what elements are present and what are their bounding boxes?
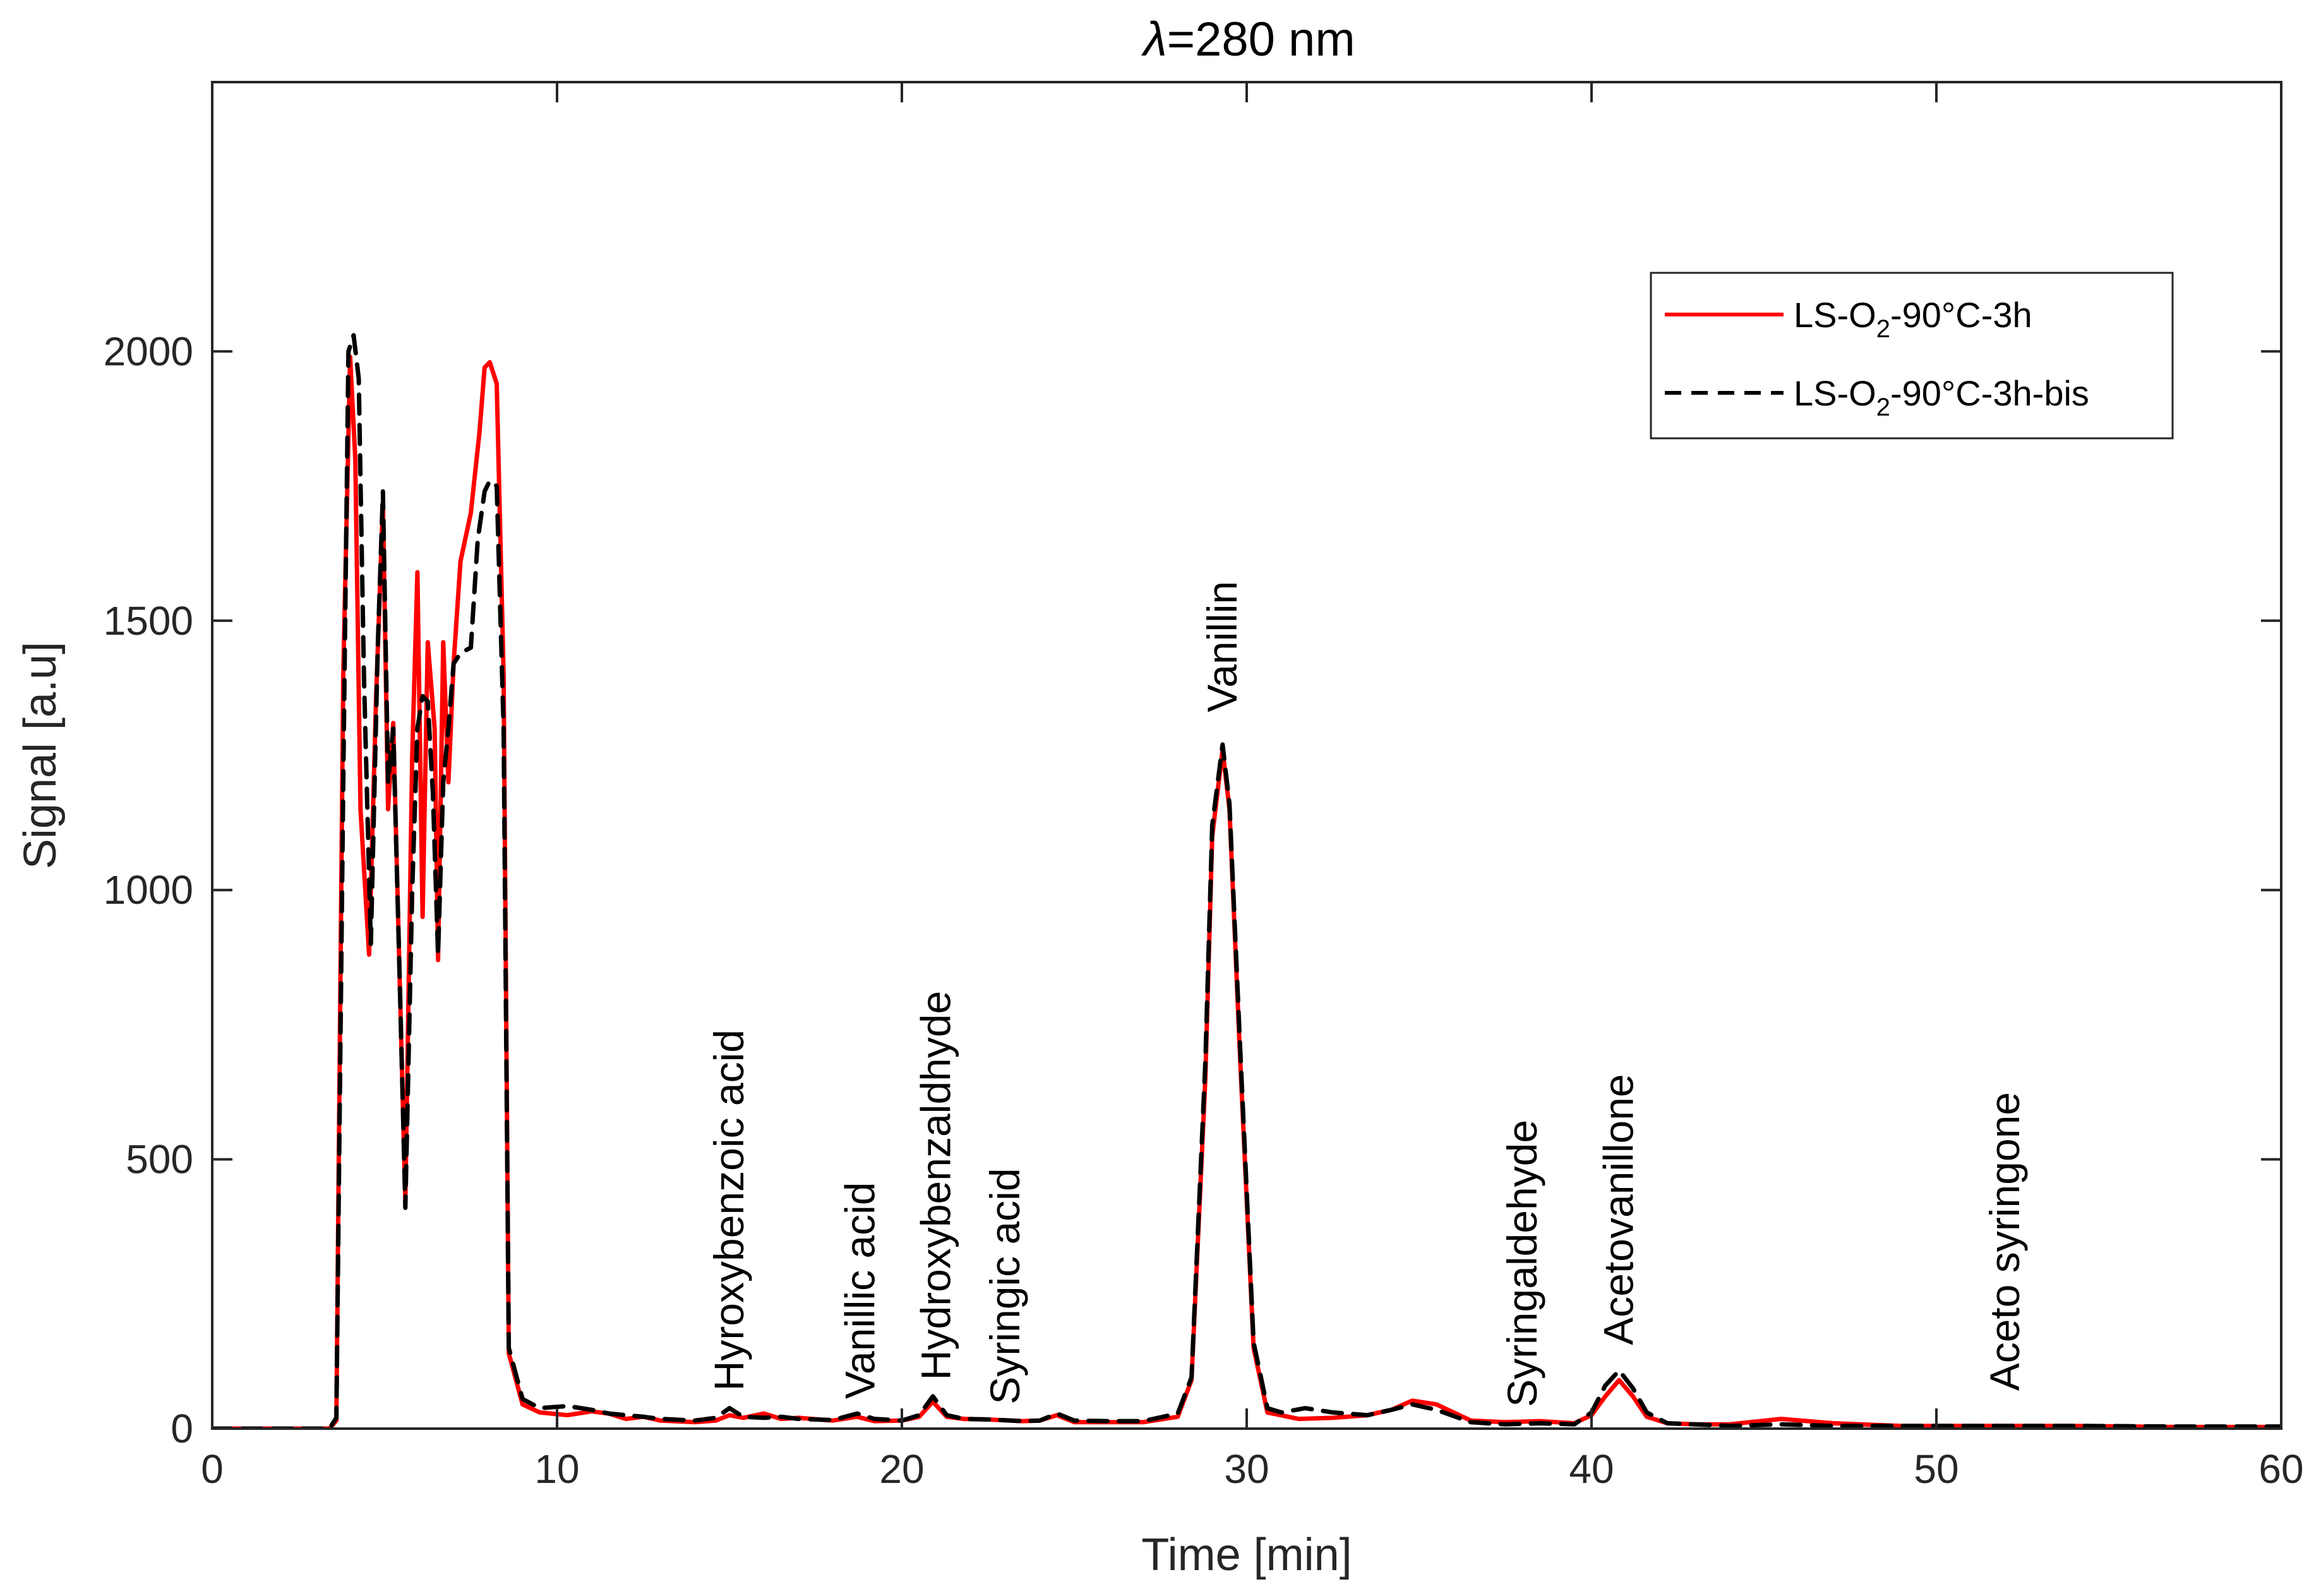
peak-annotation-5: Vanillin — [1199, 581, 1245, 712]
y-tick-label: 1500 — [104, 598, 193, 644]
annotations-layer: Hyroxybenzoic acid Vanillic acid Hydroxybe… — [705, 581, 2028, 1407]
x-tick-label: 0 — [201, 1446, 224, 1492]
legend: LS-O2-90°C-3h LS-O2-90°C-3h-bis — [1650, 272, 2174, 440]
peak-annotation-1: Hyroxybenzoic acid — [705, 1029, 752, 1391]
peak-annotation-8: Aceto syringone — [1981, 1092, 2028, 1391]
legend-entry-1-post: -90°C-3h — [1890, 295, 2032, 335]
x-axis-title: Time [min] — [1141, 1530, 1352, 1580]
chart-title: λ=280 nm — [1141, 13, 1355, 66]
ticks-layer: 0 10 20 30 40 50 60 0 500 1000 1500 2000 — [104, 82, 2304, 1492]
x-tick-label: 10 — [534, 1446, 579, 1492]
peak-annotation-4: Syringic acid — [981, 1168, 1028, 1404]
y-tick-label: 1000 — [104, 867, 193, 913]
x-tick-label: 20 — [879, 1446, 924, 1492]
legend-box — [1650, 272, 2174, 440]
title-symbol: λ — [1141, 13, 1166, 66]
y-tick-label: 0 — [171, 1406, 193, 1451]
legend-entry-1-sub: 2 — [1876, 315, 1890, 343]
x-tick-label: 40 — [1569, 1446, 1614, 1492]
peak-annotation-6: Syringaldehyde — [1499, 1120, 1545, 1407]
series-line-2 — [212, 333, 2281, 1429]
legend-entry-2-post: -90°C-3h-bis — [1890, 373, 2089, 413]
y-tick-label: 500 — [126, 1137, 193, 1182]
x-tick-label: 60 — [2258, 1446, 2303, 1492]
legend-entry-1: LS-O2-90°C-3h — [1794, 295, 2032, 343]
peak-annotation-3: Hydroxybenzaldhyde — [913, 991, 959, 1380]
legend-entry-2-sub: 2 — [1876, 393, 1890, 421]
legend-entry-2-pre: LS-O — [1794, 373, 1876, 413]
series-layer — [212, 333, 2281, 1429]
y-tick-label: 2000 — [104, 328, 193, 374]
peak-annotation-7: Acetovanillone — [1595, 1074, 1642, 1345]
title-text: =280 nm — [1167, 13, 1355, 66]
x-tick-label: 50 — [1914, 1446, 1958, 1492]
x-tick-label: 30 — [1224, 1446, 1269, 1492]
peak-annotation-2: Vanillic acid — [837, 1182, 884, 1399]
y-axis-title: Signal [a.u] — [15, 642, 66, 869]
legend-entry-2: LS-O2-90°C-3h-bis — [1794, 373, 2089, 421]
legend-entry-1-pre: LS-O — [1794, 295, 1876, 335]
